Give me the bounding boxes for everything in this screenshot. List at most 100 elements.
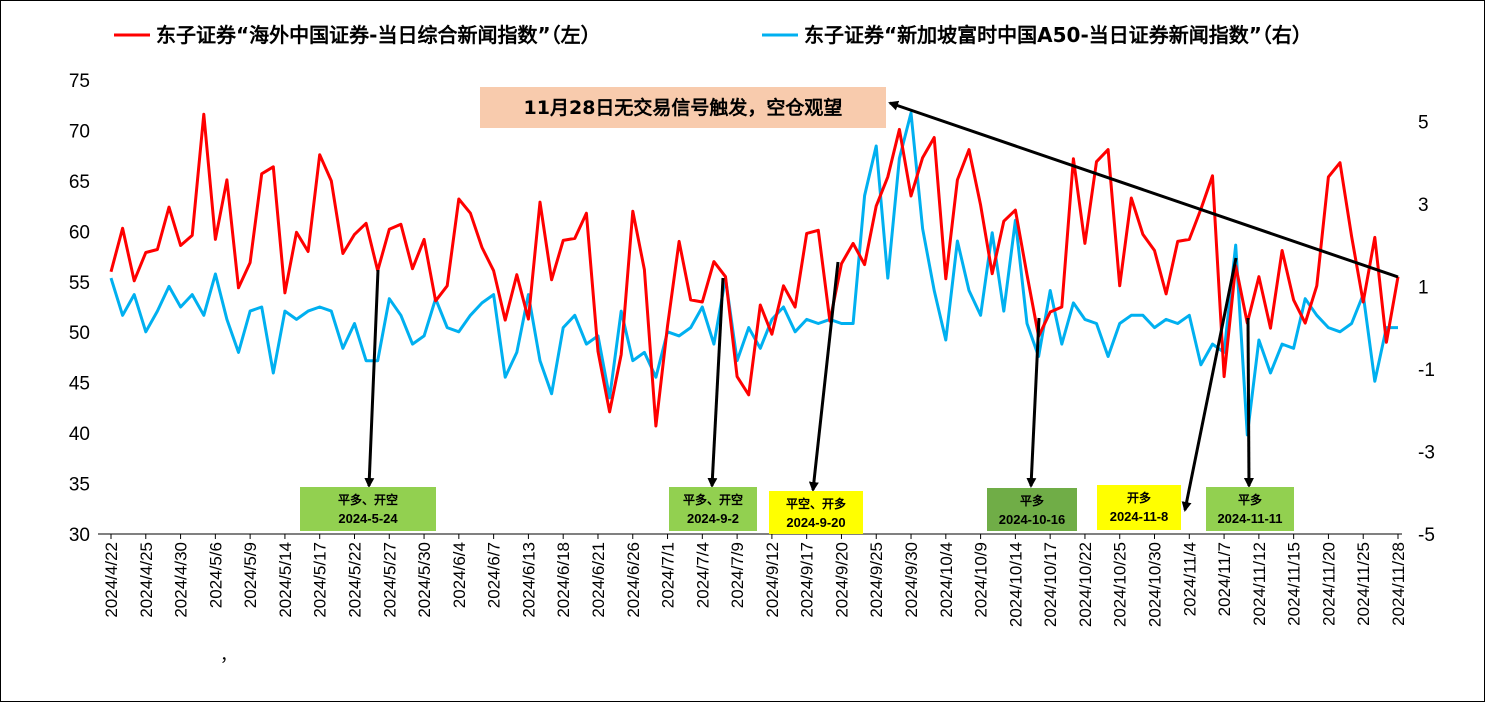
legend: 东子证券“海外中国证券-当日综合新闻指数”（左） 东子证券“新加坡富时中国A50… [114,23,1312,47]
x-tick-label: 2024/7/4 [693,542,712,608]
y-right-tick-label: -1 [1418,360,1435,381]
y-left-tick-label: 75 [69,71,90,92]
y-right-tick-label: 1 [1418,277,1429,298]
note-background [480,87,886,128]
x-tick-label: 2024/4/22 [102,542,121,618]
x-tick-label: 2024/7/9 [728,542,747,608]
x-tick-label: 2024/11/12 [1250,542,1269,626]
x-tick-label: 2024/9/30 [902,542,921,618]
signal-box-background [1206,487,1294,531]
x-tick-label: 2024/6/18 [554,542,573,618]
x-tick-label: 2024/10/9 [972,542,991,618]
x-tick-label: 2024/6/13 [519,542,538,618]
signal-date: 2024-9-20 [786,515,845,530]
signal-box: 平多、开空 2024-5-24 [300,487,436,531]
signal-boxes: 平多、开空 2024-5-24 平多、开空 2024-9-2 平空、开多 2024-9-2… [300,485,1294,534]
x-tick-label: 2024/9/25 [867,542,886,618]
signal-action: 开多 [1127,490,1151,505]
series-line-red [109,112,1400,428]
y-left-tick-label: 35 [69,475,90,496]
legend-label-red: 东子证券“海外中国证券-当日综合新闻指数”（左） [156,23,601,47]
y-left-tick-label: 50 [69,323,90,344]
x-tick-label: 2024/5/22 [345,542,364,618]
x-tick-label: 2024/6/26 [624,542,643,618]
x-tick-label: 2024/11/20 [1319,542,1338,626]
y-left-tick-label: 60 [69,222,90,243]
signal-date: 2024-9-2 [687,511,739,526]
x-tick-label: 2024/10/25 [1111,542,1130,627]
x-tick-label: 2024/4/30 [172,542,191,618]
signal-box: 平空、开多 2024-9-20 [769,491,863,534]
signal-box-background [300,487,436,531]
stray-comma: ， [220,646,237,665]
signal-action: 平多 [1020,493,1044,508]
y-left-tick-label: 40 [69,424,90,445]
signal-box-background [987,488,1077,531]
signal-box: 平多 2024-10-16 [987,488,1077,531]
x-tick-label: 2024/4/25 [137,542,156,618]
y-right-tick-label: -5 [1418,525,1435,546]
x-tick-label: 2024/6/7 [485,542,504,608]
series-layer [109,111,1400,437]
signal-box: 平多 2024-11-11 [1206,487,1294,531]
signal-arrow [1243,317,1254,488]
signal-action: 平多、开空 [338,492,398,507]
x-tick-label: 2024/5/27 [380,542,399,618]
x-tick-label: 2024/9/20 [832,542,851,618]
x-tick-label: 2024/10/30 [1146,542,1165,627]
signal-date: 2024-5-24 [338,511,398,526]
signal-arrow [1181,257,1238,512]
y-right-tick-label: 5 [1418,112,1429,133]
x-tick-label: 2024/9/17 [798,542,817,618]
signal-action: 平空、开多 [786,496,846,511]
x-tick-label: 2024/11/7 [1215,542,1234,616]
y-axis-left: 75 70 65 60 55 50 45 40 35 30 [69,71,90,546]
signal-arrow [1026,317,1041,488]
x-tick-label: 2024/11/4 [1180,542,1199,616]
x-tick-label: 2024/5/14 [276,542,295,618]
signal-date: 2024-11-8 [1110,509,1169,524]
y-left-tick-label: 70 [69,121,90,142]
signal-date: 2024-11-11 [1217,511,1282,526]
x-tick-label: 2024/6/21 [589,542,608,618]
x-tick-label: 2024/5/30 [415,542,434,618]
x-tick-label: 2024/11/28 [1389,542,1408,626]
y-axis-right: 5 3 1 -1 -3 -5 [1418,112,1435,546]
signal-arrow [707,277,725,488]
y-left-tick-label: 45 [69,374,90,395]
signal-box: 平多、开空 2024-9-2 [669,487,757,531]
no-signal-note: 11月28日无交易信号触发，空仓观望 [480,87,886,128]
y-left-tick-label: 65 [69,172,90,193]
signal-arrow [808,261,840,492]
y-right-tick-label: 3 [1418,195,1429,216]
x-tick-label: 2024/11/15 [1285,542,1304,626]
y-left-tick-label: 55 [69,273,90,294]
x-axis: 2024/4/22 2024/4/25 2024/4/30 2024/5/6 2024/… [102,534,1408,627]
x-tick-label: 2024/5/6 [206,542,225,608]
x-tick-label: 2024/7/1 [659,542,678,608]
signal-action: 平多 [1238,492,1262,507]
y-right-tick-label: -3 [1418,442,1435,463]
series-line-blue [109,111,1398,437]
signal-box: 开多 2024-11-8 [1097,485,1181,530]
x-tick-label: 2024/6/4 [450,542,469,608]
x-tick-label: 2024/10/22 [1076,542,1095,627]
signal-box-background [669,487,757,531]
signal-box-background [769,491,863,534]
y-left-tick-label: 30 [69,525,90,546]
signal-box-background [1097,485,1181,530]
x-tick-label: 2024/9/12 [763,542,782,618]
x-tick-label: 2024/10/14 [1006,542,1025,627]
signal-action: 平多、开空 [683,492,743,507]
x-tick-label: 2024/10/17 [1041,542,1060,627]
note-text: 11月28日无交易信号触发，空仓观望 [524,96,843,119]
signal-arrow [364,269,380,488]
signal-date: 2024-10-16 [999,512,1066,527]
x-tick-label: 2024/10/4 [937,542,956,618]
x-tick-label: 2024/11/25 [1354,542,1373,626]
x-tick-label: 2024/5/17 [311,542,330,618]
signal-arrow [888,100,1399,279]
x-tick-label: 2024/5/9 [241,542,260,608]
signal-arrows [364,100,1399,512]
